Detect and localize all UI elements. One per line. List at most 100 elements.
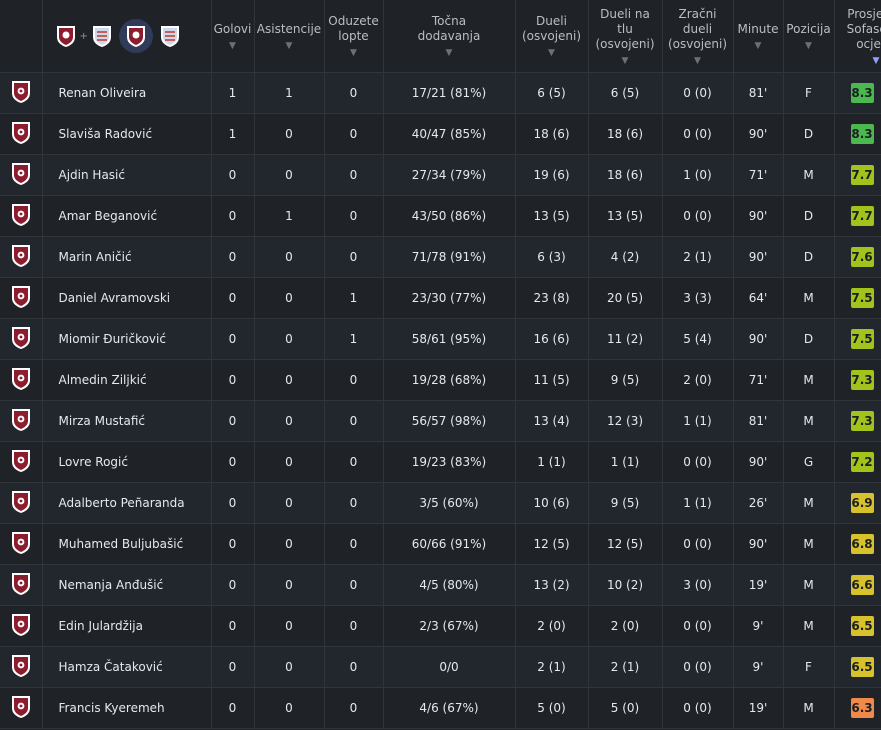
sort-arrow-icon[interactable]: ▼ <box>350 48 357 58</box>
stat-ground-duels: 20 (5) <box>588 277 663 319</box>
stat-minutes: 81' <box>733 72 784 114</box>
rating-badge[interactable]: 7.2 <box>850 452 874 472</box>
column-header-goals[interactable]: Golovi ▼ <box>211 0 255 73</box>
rating-badge[interactable]: 6.6 <box>850 575 874 595</box>
stat-tackles: 0 <box>324 154 384 196</box>
rating-badge[interactable]: 6.5 <box>850 616 874 636</box>
header-row: + Golovi ▼ Asistencije ▼ Oduzete lopte ▼ Toč… <box>0 0 881 73</box>
rating-badge[interactable]: 8.3 <box>850 83 874 103</box>
table-row[interactable]: Slaviša Radović 1 0 0 40/47 (85%) 18 (6) 18 (6… <box>0 113 881 155</box>
rating-badge[interactable]: 8.3 <box>850 124 874 144</box>
stat-goals: 0 <box>211 605 255 647</box>
player-name[interactable]: Slaviša Radović <box>42 113 212 155</box>
stat-goals: 0 <box>211 359 255 401</box>
player-name[interactable]: Ajdin Hasić <box>42 154 212 196</box>
stat-aerial-duels: 5 (4) <box>662 318 734 360</box>
sort-arrow-icon[interactable]: ▼ <box>285 40 293 51</box>
stat-passes: 4/6 (67%) <box>383 687 516 729</box>
team-crests-combined-icon[interactable]: + <box>55 24 113 48</box>
sarajevo-crest-icon <box>11 244 31 271</box>
sort-arrow-icon[interactable]: ▼ <box>445 48 453 58</box>
player-name[interactable]: Daniel Avramovski <box>42 277 212 319</box>
rating-badge[interactable]: 7.5 <box>850 288 874 308</box>
rating-badge[interactable]: 7.7 <box>850 206 874 226</box>
column-header-position[interactable]: Pozicija ▼ <box>783 0 835 73</box>
sort-arrow-icon[interactable]: ▼ <box>229 40 236 51</box>
rating-badge[interactable]: 6.8 <box>850 534 874 554</box>
sort-arrow-icon[interactable]: ▼ <box>754 40 762 51</box>
rating-badge[interactable]: 6.9 <box>850 493 874 513</box>
sort-arrow-icon[interactable]: ▼ <box>872 55 880 66</box>
stat-position: M <box>783 154 835 196</box>
sort-arrow-icon[interactable]: ▼ <box>621 55 629 66</box>
away-team-crest-icon[interactable] <box>159 24 181 48</box>
table-row[interactable]: Lovre Rogić 0 0 0 19/23 (83%) 1 (1) 1 (1) 0 (0)… <box>0 441 881 483</box>
stat-goals: 1 <box>211 72 255 114</box>
table-row[interactable]: Hamza Čataković 0 0 0 0/0 2 (1) 2 (1) 0 (0) 9' F 6… <box>0 646 881 688</box>
column-header-ground-duels[interactable]: Dueli na tlu (osvojeni) ▼ <box>588 0 663 73</box>
rating-badge[interactable]: 6.3 <box>850 698 874 718</box>
table-row[interactable]: Francis Kyeremeh 0 0 0 4/6 (67%) 5 (0) 5 (0) 0 … <box>0 687 881 729</box>
rating-cell: 8.3 <box>834 72 881 114</box>
player-name[interactable]: Amar Beganović <box>42 195 212 237</box>
table-row[interactable]: Mirza Mustafić 0 0 0 56/57 (98%) 13 (4) 12 (3)… <box>0 400 881 442</box>
column-header-duels[interactable]: Dueli (osvojeni) ▼ <box>515 0 589 73</box>
stat-tackles: 0 <box>324 564 384 606</box>
player-name[interactable]: Renan Oliveira <box>42 72 212 114</box>
column-header-aerial-duels[interactable]: Zračni dueli (osvojeni) ▼ <box>662 0 734 73</box>
stat-goals: 0 <box>211 523 255 565</box>
rating-badge[interactable]: 7.5 <box>850 329 874 349</box>
player-name[interactable]: Almedin Ziljkić <box>42 359 212 401</box>
rating-badge[interactable]: 7.7 <box>850 165 874 185</box>
table-row[interactable]: Amar Beganović 0 1 0 43/50 (86%) 13 (5) 13 (5)… <box>0 195 881 237</box>
player-name[interactable]: Edin Julardžija <box>42 605 212 647</box>
sort-arrow-icon[interactable]: ▼ <box>548 48 555 58</box>
table-row[interactable]: Edin Julardžija 0 0 0 2/3 (67%) 2 (0) 2 (0) 0 (… <box>0 605 881 647</box>
player-name[interactable]: Mirza Mustafić <box>42 400 212 442</box>
stat-minutes: 90' <box>733 236 784 278</box>
player-name[interactable]: Adalberto Peñaranda <box>42 482 212 524</box>
column-header-tackles[interactable]: Oduzete lopte ▼ <box>324 0 384 73</box>
stat-position: M <box>783 523 835 565</box>
player-name[interactable]: Hamza Čataković <box>42 646 212 688</box>
stat-ground-duels: 2 (0) <box>588 605 663 647</box>
column-header-passes[interactable]: Točna dodavanja ▼ <box>383 0 516 73</box>
player-name[interactable]: Francis Kyeremeh <box>42 687 212 729</box>
stat-passes: 17/21 (81%) <box>383 72 516 114</box>
stat-position: D <box>783 236 835 278</box>
rating-badge[interactable]: 6.5 <box>850 657 874 677</box>
player-name[interactable]: Muhamed Buljubašić <box>42 523 212 565</box>
player-name[interactable]: Miomir Đuričković <box>42 318 212 360</box>
table-row[interactable]: Muhamed Buljubašić 0 0 0 60/66 (91%) 12 (5) 12… <box>0 523 881 565</box>
table-row[interactable]: Daniel Avramovski 0 0 1 23/30 (77%) 23 (8) 20 … <box>0 277 881 319</box>
rating-badge[interactable]: 7.3 <box>850 370 874 390</box>
rating-badge[interactable]: 7.6 <box>850 247 874 267</box>
column-header-rating[interactable]: ProsječnaSofascoreocjena ▼ <box>834 0 881 73</box>
table-row[interactable]: Ajdin Hasić 0 0 0 27/34 (79%) 19 (6) 18 (6) 1 (… <box>0 154 881 196</box>
sarajevo-crest-icon <box>11 408 31 435</box>
table-row[interactable]: Marin Aničić 0 0 0 71/78 (91%) 6 (3) 4 (2) 2 (1… <box>0 236 881 278</box>
column-header-minutes[interactable]: Minute ▼ <box>733 0 784 73</box>
rating-cell: 7.7 <box>834 154 881 196</box>
stat-tackles: 0 <box>324 441 384 483</box>
table-row[interactable]: Adalberto Peñaranda 0 0 0 3/5 (60%) 10 (6) 9 (… <box>0 482 881 524</box>
sort-arrow-icon[interactable]: ▼ <box>694 55 701 66</box>
player-name[interactable]: Nemanja Anđušić <box>42 564 212 606</box>
table-row[interactable]: Almedin Ziljkić 0 0 0 19/28 (68%) 11 (5) 9 (5)… <box>0 359 881 401</box>
player-name[interactable]: Lovre Rogić <box>42 441 212 483</box>
table-row[interactable]: Renan Oliveira 1 1 0 17/21 (81%) 6 (5) 6 (5) 0 … <box>0 72 881 114</box>
player-name[interactable]: Marin Aničić <box>42 236 212 278</box>
stat-assists: 0 <box>254 318 325 360</box>
stat-duels: 2 (1) <box>515 646 589 688</box>
stat-passes: 4/5 (80%) <box>383 564 516 606</box>
rating-badge[interactable]: 7.3 <box>850 411 874 431</box>
stat-ground-duels: 10 (2) <box>588 564 663 606</box>
stat-assists: 1 <box>254 72 325 114</box>
stat-aerial-duels: 0 (0) <box>662 605 734 647</box>
column-header-assists[interactable]: Asistencije ▼ <box>254 0 325 73</box>
stat-position: D <box>783 318 835 360</box>
table-row[interactable]: Nemanja Anđušić 0 0 0 4/5 (80%) 13 (2) 10 (2) 3… <box>0 564 881 606</box>
table-row[interactable]: Miomir Đuričković 0 0 1 58/61 (95%) 16 (6) 11 … <box>0 318 881 360</box>
sarajevo-crest-icon[interactable] <box>118 19 153 53</box>
sort-arrow-icon[interactable]: ▼ <box>805 40 812 51</box>
